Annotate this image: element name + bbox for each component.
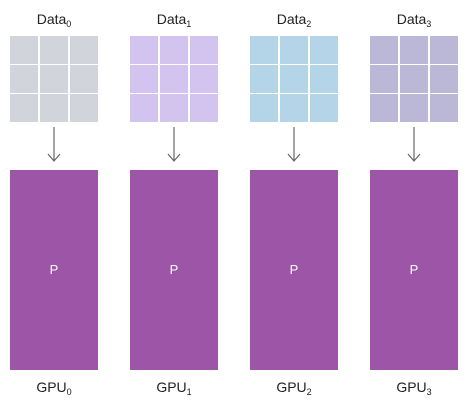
parameters-label-1: P	[169, 262, 179, 277]
gpu-label-0: GPU0	[36, 379, 72, 397]
arrow-down-icon	[167, 127, 181, 162]
gpu-label-2: GPU2	[276, 379, 312, 397]
column-3: Data3 P GPU3	[370, 0, 458, 408]
data-grid-3	[370, 36, 458, 122]
data-grid-1	[130, 36, 218, 122]
gpu-label-1: GPU1	[156, 379, 192, 397]
gpu-block-1: P	[130, 170, 218, 370]
arrow-down-icon	[287, 127, 301, 162]
data-label-0: Data0	[36, 11, 72, 29]
parameters-label-0: P	[49, 262, 59, 277]
arrow-down-icon	[407, 127, 421, 162]
arrow-down-icon	[47, 127, 61, 162]
column-0: Data0 P GPU0	[10, 0, 98, 408]
gpu-label-3: GPU3	[396, 379, 432, 397]
data-label-2: Data2	[276, 11, 312, 29]
gpu-block-2: P	[250, 170, 338, 370]
data-grid-0	[10, 36, 98, 122]
parameters-label-2: P	[289, 262, 299, 277]
data-label-1: Data1	[156, 11, 192, 29]
gpu-block-3: P	[370, 170, 458, 370]
gpu-block-0: P	[10, 170, 98, 370]
data-label-3: Data3	[396, 11, 432, 29]
data-grid-2	[250, 36, 338, 122]
column-1: Data1 P GPU1	[130, 0, 218, 408]
column-2: Data2 P GPU2	[250, 0, 338, 408]
parameters-label-3: P	[409, 262, 419, 277]
